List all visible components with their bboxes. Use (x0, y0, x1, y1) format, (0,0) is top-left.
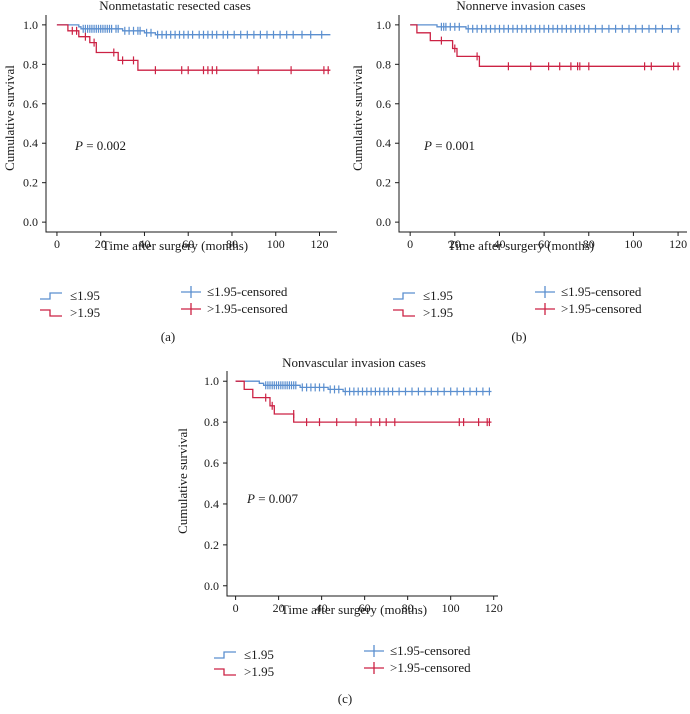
x-tick-label: 80 (583, 237, 595, 251)
x-tick-label: 60 (538, 237, 550, 251)
y-axis-label: Cumulative survival (350, 65, 365, 171)
legend-line-high-symbol (214, 668, 236, 676)
y-tick-label: 1.0 (204, 374, 219, 388)
p-value-symbol: P (423, 138, 432, 153)
y-tick-label: 0.6 (204, 456, 219, 470)
x-tick-label: 0 (233, 601, 239, 615)
legend-censor-low-symbol (181, 286, 201, 298)
x-tick-label: 80 (226, 237, 238, 251)
legend-line-low-label: ≤1.95 (423, 288, 453, 303)
legend-censor-low-symbol (535, 286, 555, 298)
legend-censor-high-label: >1.95-censored (207, 301, 288, 316)
axes-frame (226, 371, 498, 597)
legend-line-low-label: ≤1.95 (70, 288, 100, 303)
y-tick-label: 0.0 (23, 215, 38, 229)
legend-line-low-label: ≤1.95 (244, 647, 274, 662)
legend-censor-high-symbol (364, 662, 384, 674)
legend-line-high-symbol (393, 309, 415, 317)
x-tick-label: 60 (182, 237, 194, 251)
chart-panel: Nonnerve invasion cases 0.0 0.2 0.4 0.6 0.8 1.… (350, 0, 687, 344)
p-value-number: = 0.007 (255, 491, 299, 506)
y-tick-label: 0.6 (23, 97, 38, 111)
legend-censor-high-symbol (535, 303, 555, 315)
x-tick-label: 40 (493, 237, 505, 251)
x-tick-label: 0 (407, 237, 413, 251)
x-axis-label: Time after surgery (months) (281, 602, 427, 617)
p-value-symbol: P (74, 138, 83, 153)
y-tick-label: 0.4 (204, 497, 219, 511)
x-tick-label: 120 (310, 237, 328, 251)
panel-label: (a) (161, 329, 175, 344)
x-axis-label: Time after surgery (months) (102, 238, 248, 253)
legend-censor-low-symbol (364, 645, 384, 657)
chart-title: Nonvascular invasion cases (282, 355, 426, 370)
legend-censor-high-label: >1.95-censored (390, 660, 471, 675)
p-value-annotation: P = 0.002 (74, 138, 126, 153)
survival-curve (410, 24, 681, 67)
legend-line-high-label: >1.95 (70, 305, 100, 320)
legend-line-low-symbol (393, 292, 415, 300)
chart-title: Nonmetastatic resected cases (99, 0, 251, 13)
y-axis-label: Cumulative survival (2, 65, 17, 171)
y-tick-label: 1.0 (23, 18, 38, 32)
panel-label: (c) (338, 691, 352, 706)
x-axis-label: Time after surgery (months) (448, 238, 594, 253)
survival-curve (410, 24, 681, 30)
x-tick-label: 20 (95, 237, 107, 251)
legend-line-high-label: >1.95 (423, 305, 453, 320)
legend-censor-low-label: ≤1.95-censored (561, 284, 642, 299)
p-value-annotation: P = 0.007 (246, 491, 299, 506)
legend-line-high-symbol (40, 309, 62, 317)
y-tick-label: 0.0 (204, 579, 219, 593)
legend-line-high-label: >1.95 (244, 664, 274, 679)
p-value-number: = 0.002 (83, 138, 126, 153)
x-tick-label: 60 (359, 601, 371, 615)
y-tick-label: 0.4 (23, 136, 38, 150)
survival-curve (56, 24, 331, 36)
y-tick-label: 0.0 (376, 215, 391, 229)
survival-curve (235, 380, 492, 393)
chart-panel: Nonvascular invasion cases 0.0 0.2 0.4 0.6 0.… (175, 355, 503, 706)
y-tick-label: 1.0 (376, 18, 391, 32)
y-tick-label: 0.2 (23, 176, 38, 190)
x-tick-label: 0 (54, 237, 60, 251)
legend-censor-low-label: ≤1.95-censored (207, 284, 288, 299)
y-tick-label: 0.8 (23, 57, 38, 71)
x-tick-label: 80 (402, 601, 414, 615)
y-axis-label: Cumulative survival (175, 428, 190, 534)
x-tick-label: 100 (624, 237, 642, 251)
chart-title: Nonnerve invasion cases (456, 0, 585, 13)
x-tick-label: 40 (316, 601, 328, 615)
x-tick-label: 20 (273, 601, 285, 615)
x-tick-label: 20 (449, 237, 461, 251)
y-tick-label: 0.2 (204, 538, 219, 552)
y-tick-label: 0.4 (376, 136, 391, 150)
y-tick-label: 0.2 (376, 176, 391, 190)
legend-censor-low-label: ≤1.95-censored (390, 643, 471, 658)
panel-label: (b) (511, 329, 526, 344)
axes-frame (45, 15, 337, 233)
x-tick-label: 40 (138, 237, 150, 251)
survival-curve (56, 24, 331, 71)
legend-censor-high-symbol (181, 303, 201, 315)
y-tick-label: 0.6 (376, 97, 391, 111)
legend-line-low-symbol (214, 651, 236, 659)
p-value-number: = 0.001 (432, 138, 475, 153)
x-tick-label: 120 (485, 601, 503, 615)
y-tick-label: 0.8 (376, 57, 391, 71)
p-value-annotation: P = 0.001 (423, 138, 475, 153)
axes-frame (398, 15, 687, 233)
x-tick-label: 100 (442, 601, 460, 615)
y-tick-label: 0.8 (204, 415, 219, 429)
x-tick-label: 100 (267, 237, 285, 251)
legend-line-low-symbol (40, 292, 62, 300)
chart-panel: Nonmetastatic resected cases 0.0 0.2 0.4 0.6… (2, 0, 337, 344)
x-tick-label: 120 (669, 237, 687, 251)
p-value-symbol: P (246, 491, 255, 506)
legend-censor-high-label: >1.95-censored (561, 301, 642, 316)
